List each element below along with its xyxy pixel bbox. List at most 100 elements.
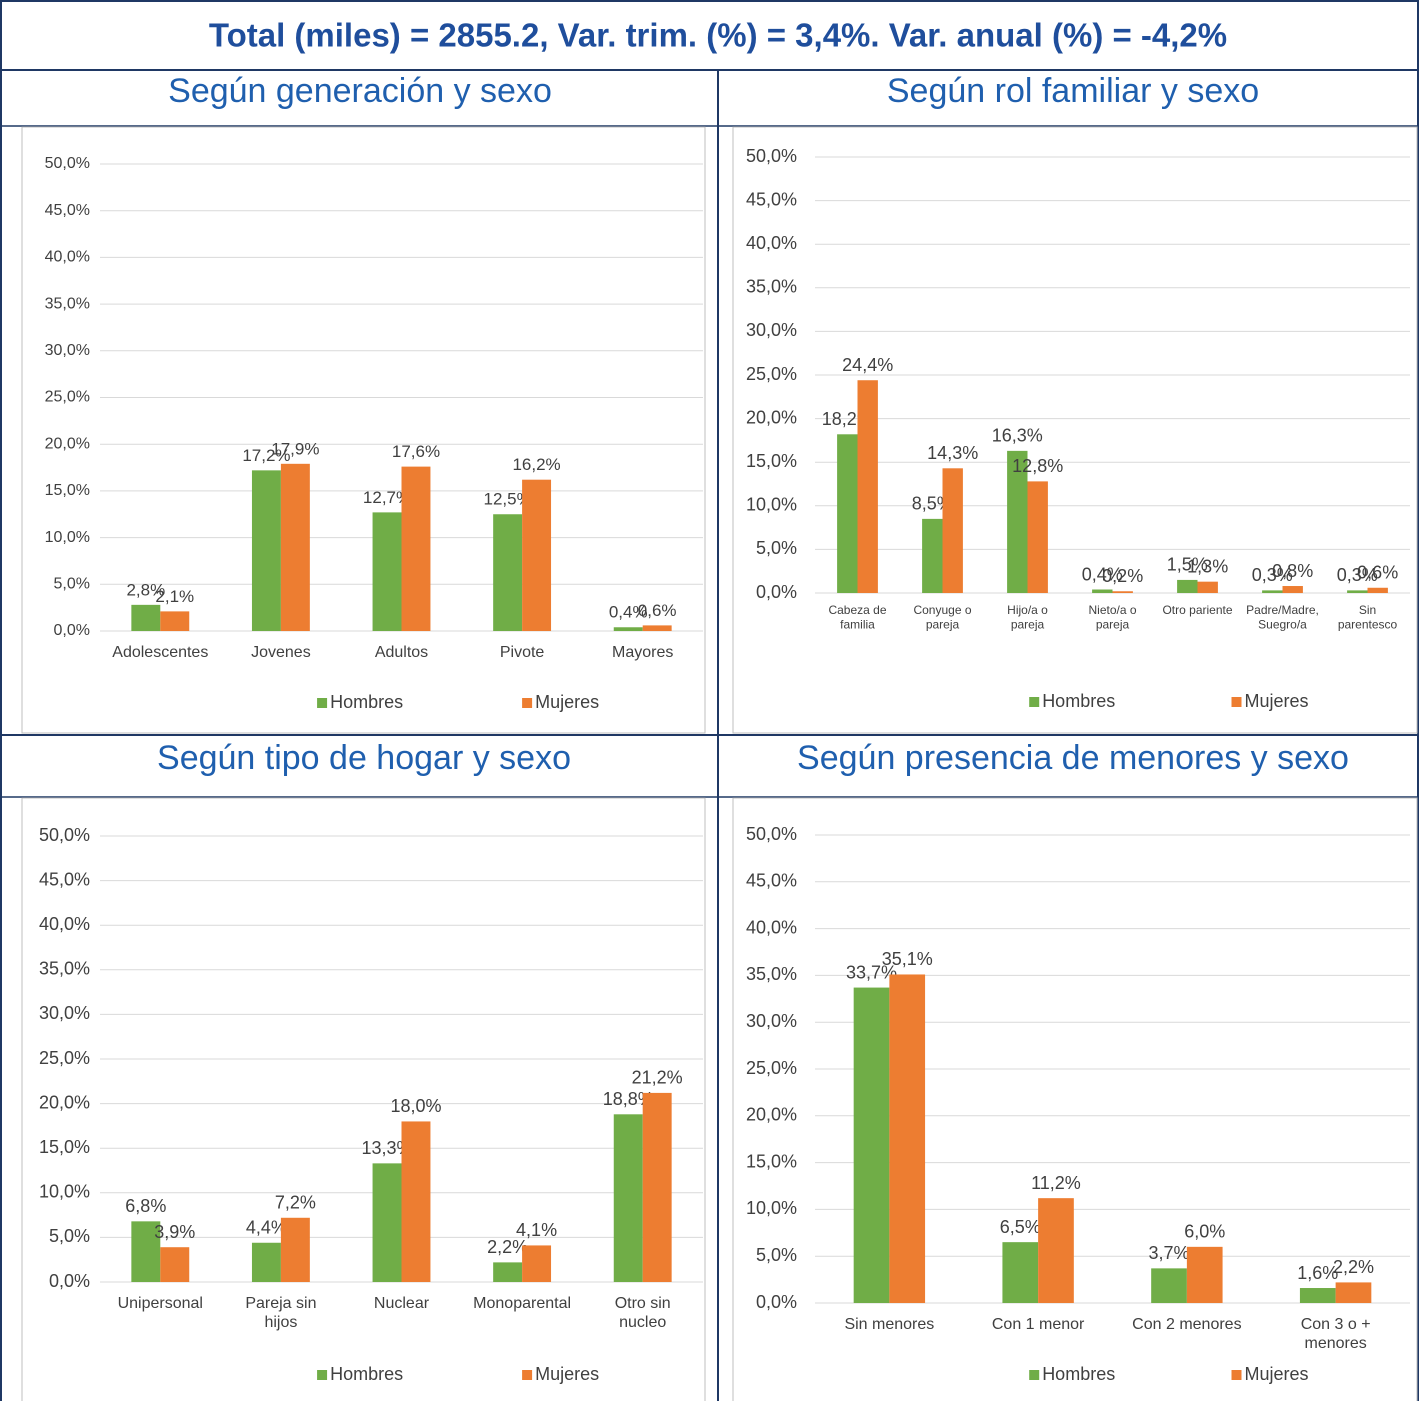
y-tick-label: 40,0%: [45, 249, 90, 266]
bar: [1112, 591, 1133, 593]
data-label: 0,6%: [1357, 563, 1398, 583]
legend-swatch: [1029, 697, 1040, 707]
data-label: 0,3%: [1337, 565, 1378, 585]
x-tick-label: Sin menores: [844, 1316, 934, 1333]
y-tick-label: 15,0%: [39, 1137, 90, 1157]
data-label: 24,4%: [842, 355, 893, 375]
main-title: Total (miles) = 2855.2, Var. trim. (%) =…: [209, 17, 1227, 54]
x-tick-label: Hijo/a o pareja: [1007, 603, 1048, 631]
bar: [837, 434, 858, 593]
bar: [1197, 581, 1218, 593]
bar: [1367, 587, 1388, 593]
x-tick-label: Adolescentes: [112, 644, 208, 661]
bar: [942, 468, 963, 593]
bar: [131, 1221, 161, 1282]
y-tick-label: 10,0%: [746, 1198, 797, 1218]
bar: [613, 1114, 643, 1282]
legend-swatch: [1231, 1370, 1242, 1380]
legend-swatch: [317, 1370, 328, 1380]
legend-swatch: [1029, 1370, 1040, 1380]
x-tick-label: Padre/Madre, Suegro/a: [1246, 603, 1319, 631]
bar: [251, 470, 281, 631]
y-tick-label: 0,0%: [49, 1271, 90, 1291]
bar: [642, 1092, 672, 1282]
y-tick-label: 10,0%: [746, 495, 797, 515]
y-tick-label: 45,0%: [45, 202, 90, 219]
legend-label: Hombres: [330, 692, 403, 712]
data-label: 6,5%: [1000, 1217, 1041, 1237]
data-label: 35,1%: [882, 949, 933, 969]
x-tick-label: Nieto/a o pareja: [1088, 603, 1136, 631]
data-label: 17,6%: [392, 442, 440, 461]
y-tick-label: 30,0%: [746, 320, 797, 340]
y-tick-label: 25,0%: [45, 389, 90, 406]
x-tick-label: Otro sin nucleo: [615, 1295, 671, 1331]
bar: [160, 611, 190, 631]
x-tick-label: Adultos: [375, 644, 428, 661]
legend-swatch: [522, 698, 533, 708]
data-label: 33,7%: [846, 962, 897, 982]
bar: [1177, 579, 1198, 593]
data-label: 0,6%: [638, 601, 677, 620]
bar: [522, 479, 552, 631]
legend-swatch: [522, 1370, 533, 1380]
bar: [889, 974, 926, 1303]
legend-label: Mujeres: [535, 692, 599, 712]
data-label: 17,2%: [242, 446, 290, 465]
bar: [1007, 450, 1028, 593]
data-label: 21,2%: [632, 1068, 683, 1088]
panel-title: Según rol familiar y sexo: [887, 72, 1259, 110]
bar: [857, 380, 878, 593]
bar: [372, 512, 402, 631]
bar: [131, 604, 161, 631]
bar: [280, 463, 310, 631]
y-tick-label: 50,0%: [746, 824, 797, 844]
y-tick-label: 25,0%: [39, 1048, 90, 1068]
legend-label: Hombres: [330, 1364, 403, 1384]
y-tick-label: 25,0%: [746, 364, 797, 384]
bar: [853, 987, 890, 1303]
data-label: 4,1%: [516, 1220, 557, 1240]
data-label: 18,8%: [603, 1089, 654, 1109]
x-tick-label: Jovenes: [251, 644, 311, 661]
y-tick-label: 25,0%: [746, 1058, 797, 1078]
y-tick-label: 40,0%: [39, 914, 90, 934]
bar: [522, 1245, 552, 1282]
legend-swatch: [317, 698, 328, 708]
y-tick-label: 50,0%: [45, 155, 90, 172]
y-tick-label: 10,0%: [45, 529, 90, 546]
y-tick-label: 35,0%: [746, 277, 797, 297]
data-label: 11,2%: [1031, 1173, 1081, 1193]
data-label: 12,5%: [484, 490, 532, 509]
bar: [280, 1217, 310, 1282]
bar: [1038, 1198, 1074, 1303]
panel-title: Según presencia de menores y sexo: [797, 739, 1349, 777]
y-tick-label: 45,0%: [746, 871, 797, 891]
data-label: 0,4%: [1082, 564, 1123, 584]
data-label: 3,7%: [1149, 1243, 1190, 1263]
y-tick-label: 30,0%: [45, 342, 90, 359]
x-tick-label: Otro pariente: [1162, 603, 1232, 617]
y-tick-label: 35,0%: [39, 959, 90, 979]
legend-label: Mujeres: [535, 1364, 599, 1384]
y-tick-label: 5,0%: [756, 538, 797, 558]
data-label: 0,2%: [1102, 566, 1143, 586]
panel-border: [21, 126, 706, 734]
bar: [372, 1163, 402, 1282]
legend-label: Hombres: [1042, 1364, 1115, 1384]
y-tick-label: 20,0%: [746, 1105, 797, 1125]
legend-label: Hombres: [1042, 691, 1115, 711]
data-label: 6,0%: [1184, 1222, 1225, 1242]
bar: [251, 1242, 281, 1282]
data-label: 14,3%: [927, 443, 978, 463]
bar: [493, 514, 523, 631]
y-tick-label: 5,0%: [49, 1226, 90, 1246]
x-tick-label: Con 1 menor: [992, 1316, 1085, 1333]
bar: [1282, 586, 1303, 593]
y-tick-label: 5,0%: [756, 1245, 797, 1265]
bar: [401, 466, 431, 631]
data-label: 16,3%: [992, 426, 1043, 446]
panel-border: [732, 126, 1418, 734]
